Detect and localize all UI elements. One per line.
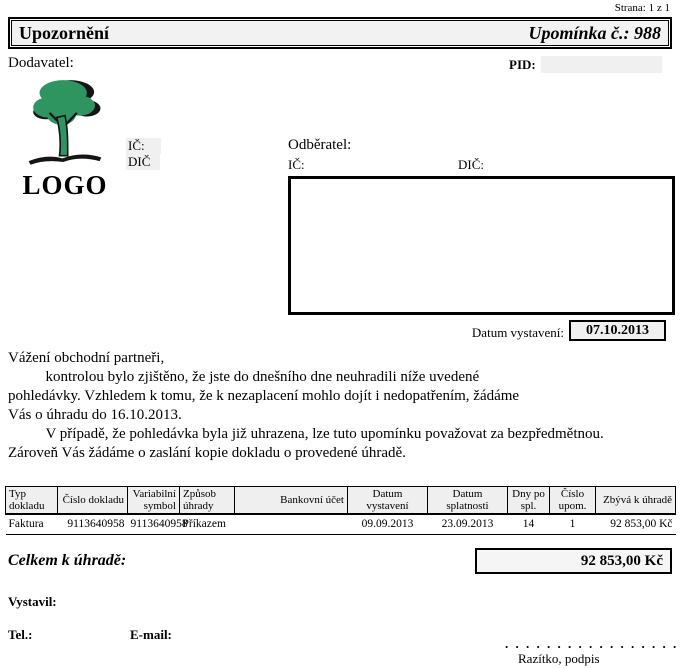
table-cell: 92 853,00 Kč [595, 514, 676, 535]
table-header-cell: Číslo dokladu [57, 486, 128, 515]
table-header-cell: Typ dokladu [5, 486, 58, 515]
tel-label: Tel.: [8, 627, 33, 642]
supplier-dic-label: DIČ [126, 154, 161, 170]
receivables-table: Typ dokladu Číslo dokladu Variabilní symbo… [5, 486, 676, 535]
table-header-cell: Datum vystavení [347, 486, 428, 515]
table-cell: Faktura [5, 514, 58, 535]
supplier-label: Dodavatel: [8, 55, 74, 71]
total-due-value: 92 853,00 Kč [475, 548, 672, 574]
total-due-label: Celkem k úhradě: [8, 552, 127, 569]
table-cell [234, 514, 348, 535]
signature-dotted-line: . . . . . . . . . . . . . . . . . . [505, 636, 680, 651]
pid-value-field [541, 56, 662, 73]
issue-date-label: Datum vystavení: [471, 325, 564, 340]
table-header-cell: Dny po spl. [507, 486, 550, 515]
supplier-logo: LOGO [14, 72, 116, 202]
document-title: Upozornění [19, 22, 109, 43]
table-cell: 1 [549, 514, 596, 535]
table-row: Faktura 9113640958 9113640958 Příkazem 09.09… [5, 514, 676, 535]
signature-caption: Razítko, podpis [518, 651, 600, 666]
issued-by-label: Vystavil: [8, 594, 57, 609]
reminder-body-text: Vážení obchodní partneři, kontrolou bylo… [8, 350, 604, 461]
email-label: E-mail: [130, 627, 172, 642]
table-cell: 9113640958 [57, 514, 128, 535]
table-header-cell: Zbývá k úhradě [595, 486, 676, 515]
page-counter: Strana: 1 z 1 [614, 2, 670, 14]
customer-dic-label: DIČ: [458, 157, 484, 172]
issue-date-value: 07.10.2013 [569, 320, 666, 341]
pid-label: PID: [509, 57, 536, 72]
table-cell: 23.09.2013 [427, 514, 508, 535]
table-header-cell: Variabilní symbol [127, 486, 180, 515]
table-body: Faktura 9113640958 9113640958 Příkazem 09.09… [5, 514, 676, 535]
table-cell: 9113640958 [127, 514, 188, 535]
supplier-ic-label: IČ: [126, 138, 161, 154]
table-cell: 14 [507, 514, 550, 535]
reminder-number: Upomínka č.: 988 [528, 22, 662, 43]
table-cell: Příkazem [179, 514, 235, 535]
tree-icon [28, 80, 102, 165]
customer-address-box [288, 176, 675, 315]
customer-label: Odběratel: [288, 137, 352, 153]
table-header-cell: Bankovní účet [234, 486, 348, 515]
document-title-bar-inner: Upozornění Upomínka č.: 988 [11, 20, 669, 46]
customer-ic-label: IČ: [288, 157, 305, 172]
table-cell: 09.09.2013 [347, 514, 428, 535]
table-header-cell: Způsob úhrady [179, 486, 235, 515]
table-header-cell: Datum splatnosti [427, 486, 508, 515]
document-title-bar: Upozornění Upomínka č.: 988 [8, 17, 672, 49]
table-header-cell: Číslo upom. [549, 486, 596, 515]
table-header-row: Typ dokladu Číslo dokladu Variabilní symbo… [5, 486, 676, 515]
logo-text: LOGO [22, 170, 108, 200]
